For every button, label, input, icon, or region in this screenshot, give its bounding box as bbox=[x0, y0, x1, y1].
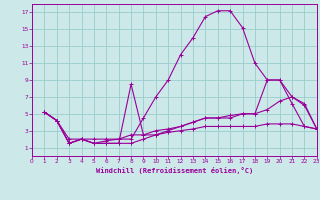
X-axis label: Windchill (Refroidissement éolien,°C): Windchill (Refroidissement éolien,°C) bbox=[96, 167, 253, 174]
